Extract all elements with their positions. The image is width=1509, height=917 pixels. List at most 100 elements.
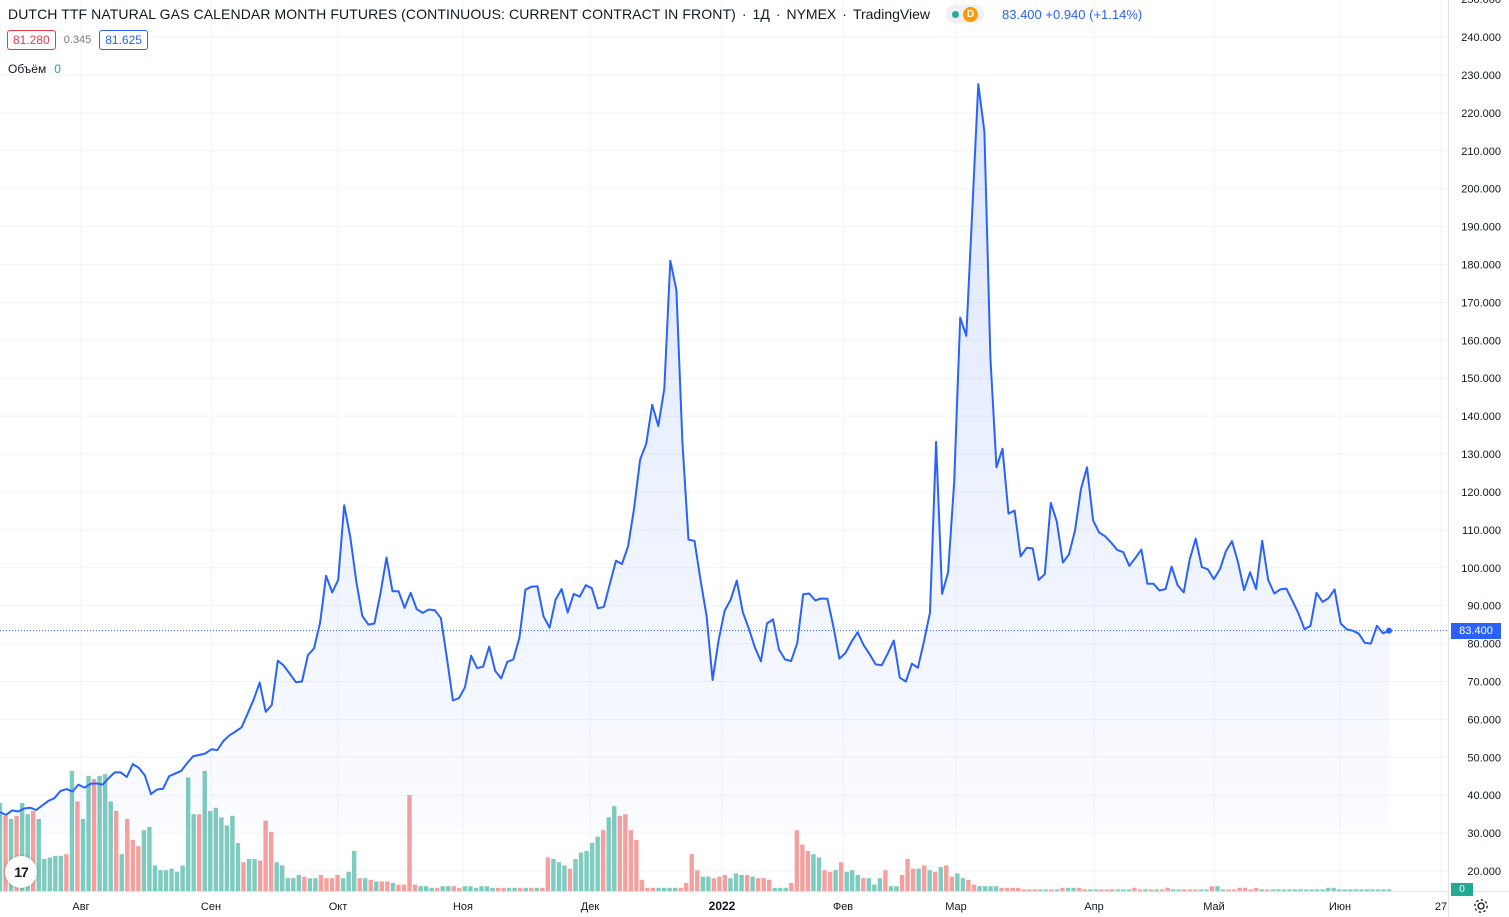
volume-bar <box>988 886 993 891</box>
volume-bar <box>1292 889 1298 891</box>
last-price: 83.400 <box>1002 6 1042 22</box>
volume-bar <box>977 886 982 891</box>
volume-bar <box>473 887 479 891</box>
volume-bar <box>650 887 656 891</box>
volume-bar <box>25 814 30 891</box>
volume-bar <box>91 779 97 891</box>
volume-bar <box>827 871 833 891</box>
interval-label[interactable]: 1Д <box>752 6 770 22</box>
volume-bar <box>1353 889 1359 891</box>
volume-bar <box>113 811 119 891</box>
volume-bar <box>1093 889 1098 891</box>
volume-bar <box>102 774 108 891</box>
price-tick-label: 30.000 <box>1467 828 1501 840</box>
volume-bar <box>833 870 838 891</box>
volume-bar <box>141 830 147 891</box>
volume-bar <box>163 870 169 891</box>
price-tick-label: 190.000 <box>1461 222 1501 234</box>
volume-bar <box>1082 889 1087 891</box>
time-tick-label: Ноя <box>453 901 473 913</box>
volume-bar <box>401 884 407 891</box>
volume-bar <box>628 830 634 891</box>
volume-bar <box>86 775 91 891</box>
volume-bar <box>805 851 811 891</box>
volume-value: 0 <box>54 62 61 76</box>
volume-bar <box>412 884 418 891</box>
volume-legend[interactable]: Объём 0 <box>8 62 61 76</box>
volume-bar <box>357 878 362 891</box>
time-tick-label: 27 <box>1435 901 1447 913</box>
volume-bar <box>174 871 180 891</box>
volume-bar <box>42 859 47 891</box>
volume-bar <box>595 836 600 891</box>
volume-bar <box>1320 889 1325 891</box>
volume-bar <box>855 875 860 891</box>
price-area <box>0 84 1389 831</box>
volume-bar <box>346 871 351 891</box>
volume-bar <box>551 859 556 891</box>
price-tick-label: 210.000 <box>1461 146 1501 158</box>
last-price-dot <box>1386 627 1392 634</box>
volume-bar <box>612 806 617 891</box>
sell-button[interactable]: 81.280 <box>7 30 56 50</box>
price-axis[interactable]: 20.000 30.000 40.000 50.000 60.000 70.000 80.0… <box>1461 0 1501 878</box>
volume-bar <box>584 851 589 891</box>
volume-bar <box>80 819 86 891</box>
price-tick-label: 220.000 <box>1461 108 1501 120</box>
volume-bar <box>285 878 290 891</box>
volume-bar <box>1121 889 1126 891</box>
volume-bar <box>695 870 700 891</box>
volume-bar <box>75 801 80 891</box>
volume-bar <box>1364 889 1370 891</box>
price-tick-label: 70.000 <box>1467 676 1501 688</box>
volume-bar <box>479 886 484 891</box>
volume-bar <box>1043 889 1049 891</box>
volume-bar <box>418 886 423 891</box>
volume-axis-label: 0 <box>1451 883 1473 896</box>
price-tick-label: 50.000 <box>1467 752 1501 764</box>
volume-bar <box>136 846 141 891</box>
volume-bar <box>672 887 678 891</box>
buy-button[interactable]: 81.625 <box>99 30 148 50</box>
price-tick-label: 180.000 <box>1461 260 1501 272</box>
volume-bar <box>191 814 196 891</box>
tradingview-logo-icon[interactable]: 17 <box>5 856 37 888</box>
volume-bar <box>982 886 988 891</box>
volume-bar <box>606 817 611 891</box>
volume-bar <box>750 876 755 891</box>
volume-bar <box>733 873 739 891</box>
volume-bar <box>374 881 379 891</box>
volume-bar <box>944 865 949 891</box>
volume-bar <box>888 886 894 891</box>
volume-bar <box>1303 889 1309 891</box>
volume-bar <box>711 878 717 891</box>
price-tick-label: 200.000 <box>1461 184 1501 196</box>
volume-bar <box>1004 887 1010 891</box>
volume-bar <box>850 870 855 891</box>
volume-bar <box>396 884 401 891</box>
volume-bar <box>683 883 689 891</box>
time-axis[interactable]: Авг Сен Окт Ноя Дек 2022 Фев Мар Апр Май Июн 27 <box>72 899 1447 913</box>
gear-icon[interactable] <box>1472 897 1490 915</box>
time-tick-label: Фев <box>833 901 853 913</box>
symbol-title[interactable]: DUTCH TTF NATURAL GAS CALENDAR MONTH FUT… <box>8 6 736 22</box>
volume-bar <box>1209 886 1215 891</box>
volume-bar <box>125 819 130 891</box>
volume-bar <box>999 887 1004 891</box>
volume-bar <box>1198 889 1204 891</box>
volume-bar <box>639 879 645 891</box>
volume-bar <box>1348 889 1353 891</box>
volume-bar <box>1071 887 1076 891</box>
volume-bar <box>1359 889 1364 891</box>
volume-bar <box>379 881 385 891</box>
time-tick-label: Авг <box>72 901 89 913</box>
volume-bar <box>689 854 694 891</box>
volume-bar <box>274 862 279 891</box>
chart-legend: DUTCH TTF NATURAL GAS CALENDAR MONTH FUT… <box>8 5 1142 23</box>
volume-bar <box>1370 889 1375 891</box>
price-tick-label: 240.000 <box>1461 32 1501 44</box>
time-tick-label: Май <box>1203 901 1225 913</box>
spread-value: 0.345 <box>63 34 92 46</box>
market-status[interactable]: D <box>946 5 984 23</box>
